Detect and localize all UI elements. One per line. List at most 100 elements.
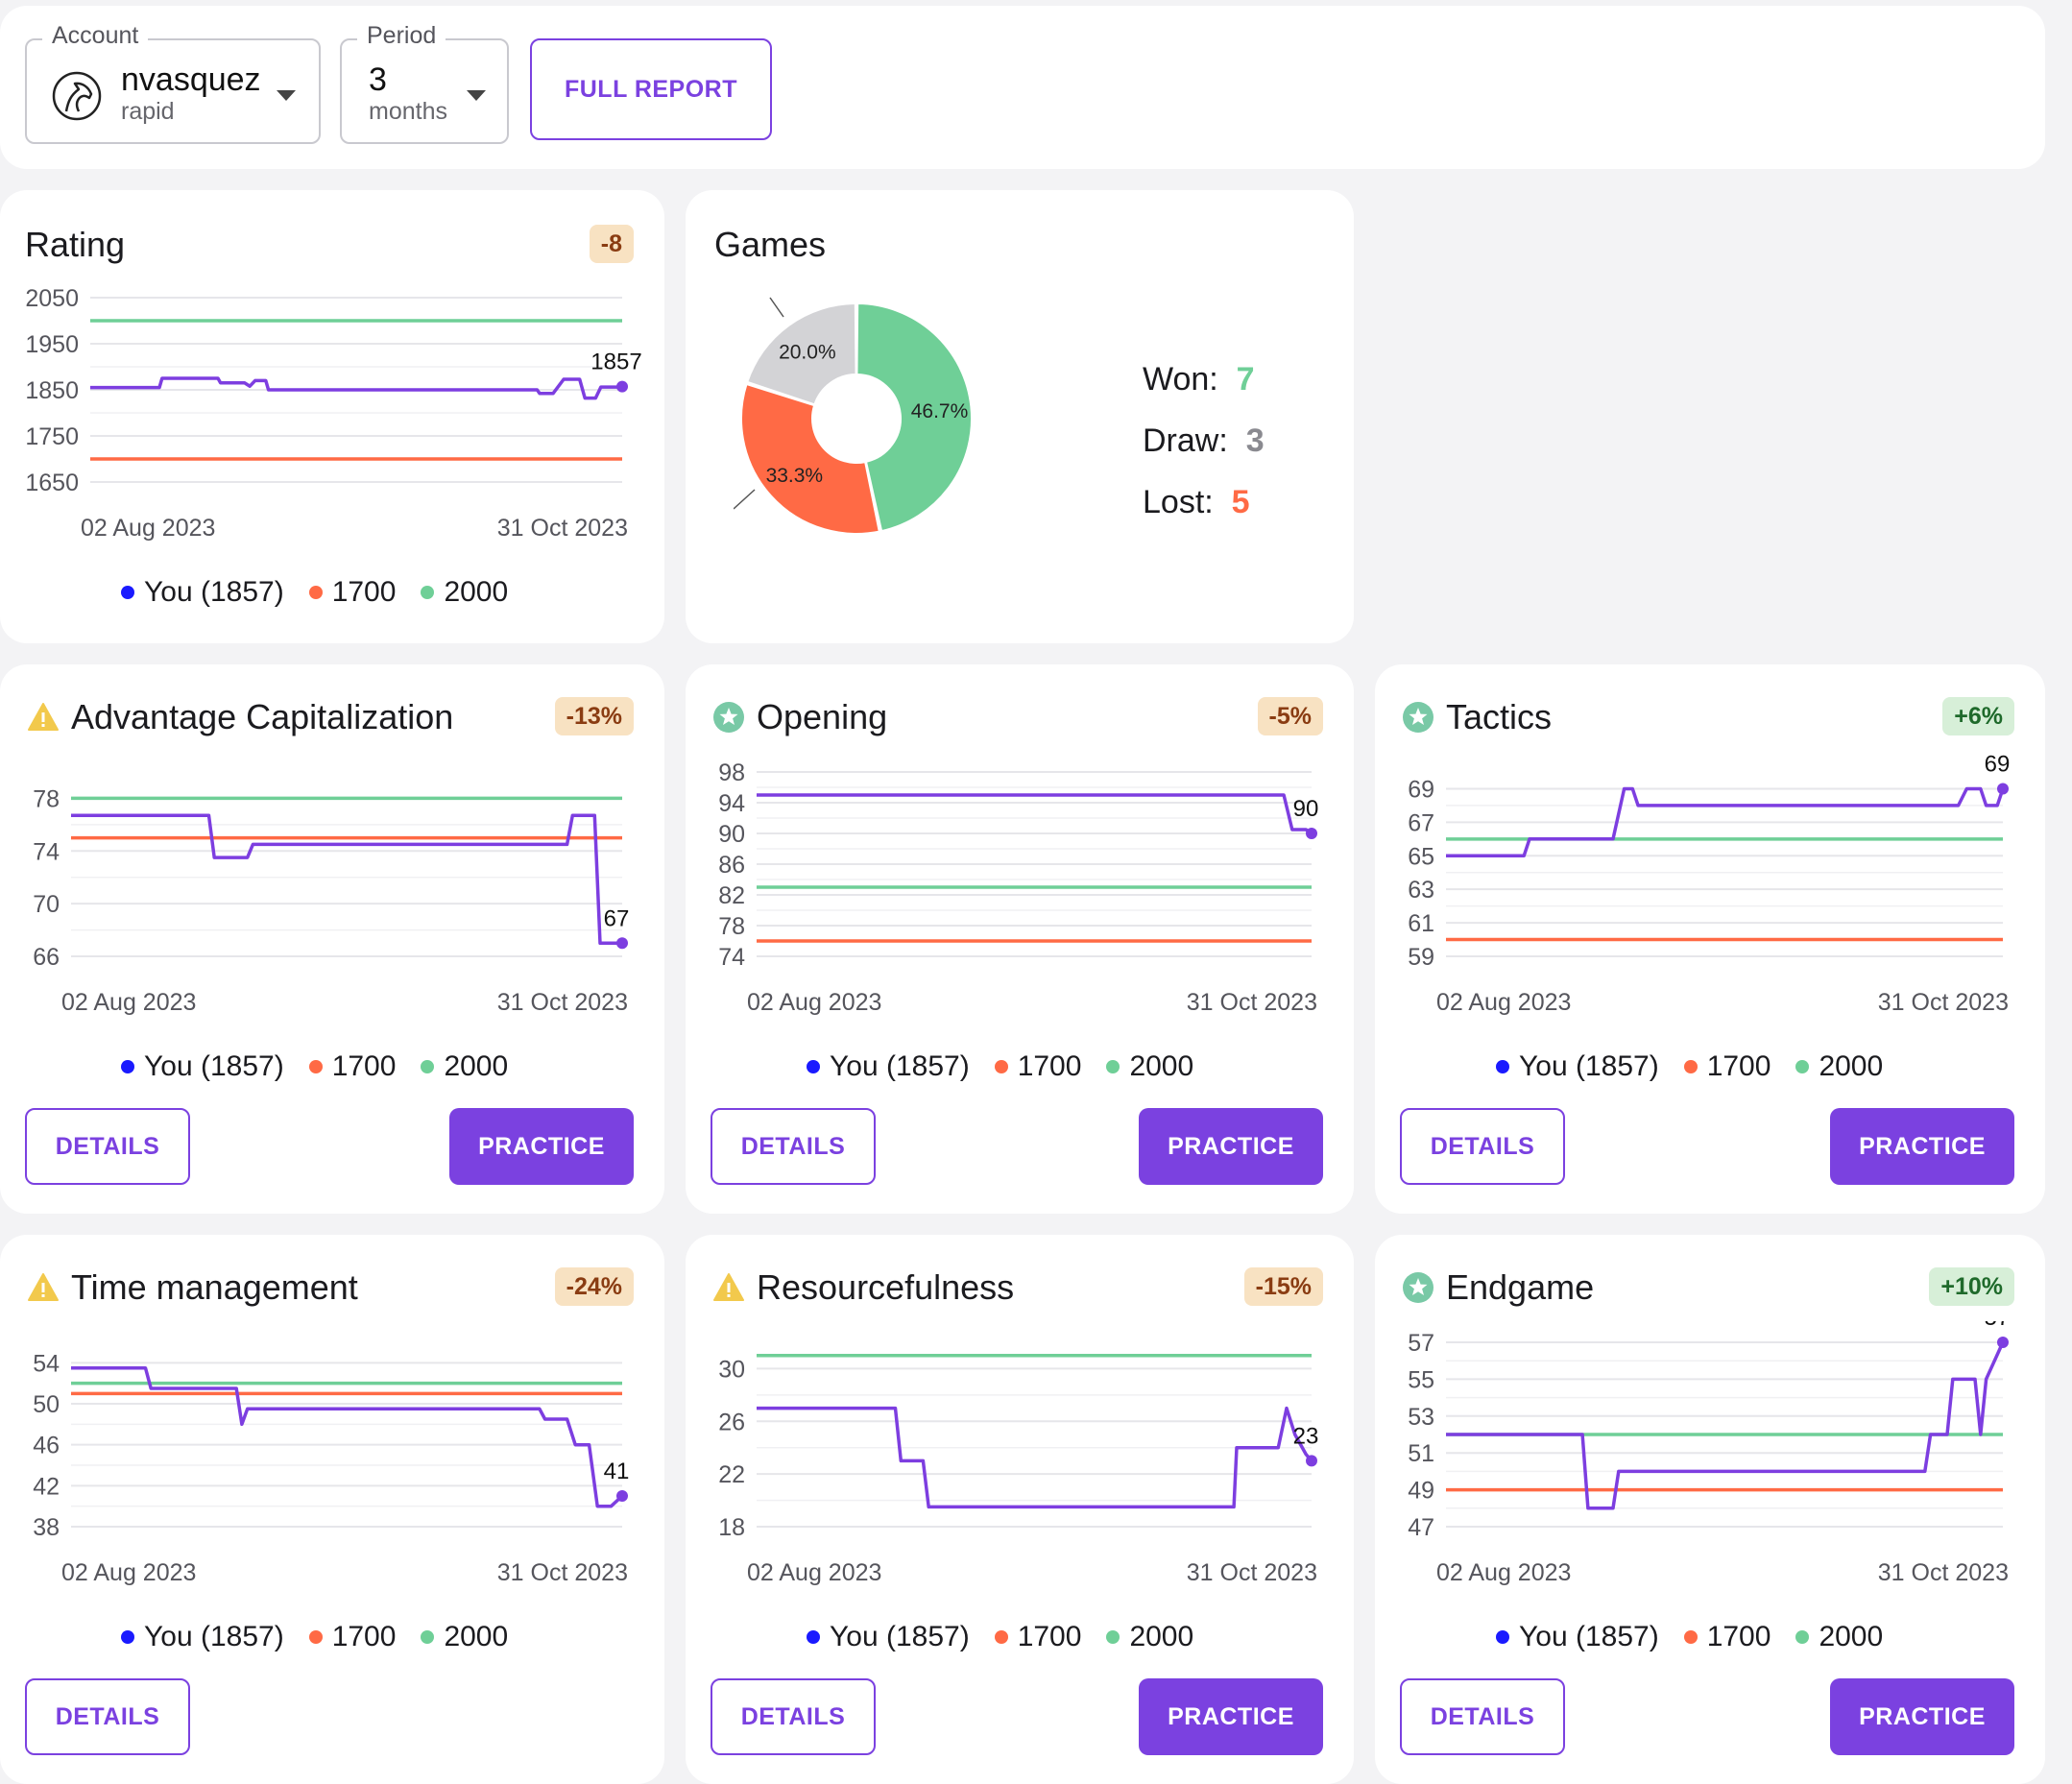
lost-stat: Lost: 5 xyxy=(1143,484,1250,520)
series-last-point[interactable] xyxy=(1997,1337,2009,1348)
account-select[interactable]: Account nvasquez rapid xyxy=(25,22,321,144)
legend-1700[interactable]: 1700 xyxy=(1683,1050,1771,1083)
practice-button[interactable]: PRACTICE xyxy=(1830,1108,2014,1185)
rating-card: Rating -8 2050 1950 1850 1750 1650 1857 02 Aug… xyxy=(0,190,664,643)
series-last-point[interactable] xyxy=(616,380,628,393)
chart-legend: You (1857) 1700 2000 xyxy=(1496,1621,1883,1653)
last-value-label: 90 xyxy=(1293,796,1319,822)
series-last-point[interactable] xyxy=(1306,828,1317,839)
x-tick-label: 02 Aug 2023 xyxy=(81,515,215,542)
card-title: Games xyxy=(714,225,827,264)
y-tick-label: 66 xyxy=(33,944,60,971)
y-tick-label: 57 xyxy=(1408,1330,1434,1357)
y-tick-label: 22 xyxy=(718,1461,745,1488)
games-donut-chart: 46.7% 33.3% 20.0% xyxy=(734,297,973,535)
practice-button[interactable]: PRACTICE xyxy=(1139,1108,1323,1185)
last-value-label: 67 xyxy=(604,905,630,931)
star-icon xyxy=(1403,1272,1434,1303)
warning-icon xyxy=(713,1273,744,1301)
card-title: Rating xyxy=(25,225,126,264)
y-tick-label: 47 xyxy=(1408,1514,1434,1541)
y-tick-label: 70 xyxy=(33,891,60,918)
practice-button[interactable]: PRACTICE xyxy=(1139,1678,1323,1755)
y-tick-label: 63 xyxy=(1408,877,1434,904)
x-tick-label: 02 Aug 2023 xyxy=(747,989,881,1016)
details-button[interactable]: DETAILS xyxy=(1400,1108,1565,1185)
y-tick-label: 18 xyxy=(718,1514,745,1541)
y-tick-label: 2050 xyxy=(25,285,79,312)
series-last-point[interactable] xyxy=(616,1490,628,1502)
period-select[interactable]: Period 3 months xyxy=(340,22,509,144)
x-tick-label: 02 Aug 2023 xyxy=(747,1559,881,1586)
endgame-card: Endgame +10% 57 55 53 51 49 47 57 02 Aug 2023 31… xyxy=(1375,1235,2045,1784)
details-button[interactable]: DETAILS xyxy=(1400,1678,1565,1755)
x-tick-label: 31 Oct 2023 xyxy=(1878,989,2009,1016)
legend-2000[interactable]: 2000 xyxy=(421,1050,508,1083)
slice-won[interactable] xyxy=(855,301,973,533)
details-button[interactable]: DETAILS xyxy=(711,1108,876,1185)
chart-legend: You (1857) 1700 2000 xyxy=(121,1050,508,1083)
legend-you[interactable]: You (1857) xyxy=(807,1621,970,1653)
practice-button[interactable]: PRACTICE xyxy=(449,1108,634,1185)
account-name: nvasquez xyxy=(121,61,261,98)
last-value-label: 69 xyxy=(1985,751,2011,777)
advantage-chart: 78 74 70 66 67 02 Aug 2023 31 Oct 2023 xyxy=(33,785,630,1016)
card-title: Advantage Capitalization xyxy=(71,697,454,736)
resource-card: Resourcefulness -15% 30 26 22 18 23 02 Aug 20… xyxy=(686,1235,1354,1784)
legend-2000[interactable]: 2000 xyxy=(1795,1621,1883,1653)
x-tick-label: 02 Aug 2023 xyxy=(1436,989,1571,1016)
legend-1700[interactable]: 1700 xyxy=(1683,1621,1771,1653)
series-last-point[interactable] xyxy=(1306,1455,1317,1467)
legend-1700[interactable]: 1700 xyxy=(994,1050,1081,1083)
y-tick-label: 65 xyxy=(1408,843,1434,870)
time-card: Time management -24% 54 50 46 42 38 41 02 Aug … xyxy=(0,1235,664,1784)
details-button[interactable]: DETAILS xyxy=(25,1108,190,1185)
legend-2000[interactable]: 2000 xyxy=(1106,1050,1193,1083)
card-title: Tactics xyxy=(1446,697,1553,736)
slice-lost[interactable] xyxy=(740,382,880,535)
y-tick-label: 61 xyxy=(1408,910,1434,937)
last-value-label: 23 xyxy=(1293,1423,1319,1449)
legend-2000[interactable]: 2000 xyxy=(421,576,508,609)
legend-2000[interactable]: 2000 xyxy=(1795,1050,1883,1083)
warning-icon xyxy=(28,703,59,731)
legend-2000[interactable]: 2000 xyxy=(1106,1621,1193,1653)
chart-legend: You (1857) 1700 2000 xyxy=(807,1050,1193,1083)
series-you-line xyxy=(71,1365,624,1508)
account-sub: rapid xyxy=(121,98,175,125)
slice-draw[interactable] xyxy=(745,301,857,406)
legend-2000[interactable]: 2000 xyxy=(421,1621,508,1653)
slice-label: 33.3% xyxy=(766,465,824,487)
legend-you[interactable]: You (1857) xyxy=(1496,1050,1659,1083)
legend-you[interactable]: You (1857) xyxy=(1496,1621,1659,1653)
details-button[interactable]: DETAILS xyxy=(711,1678,876,1755)
star-icon xyxy=(1403,702,1434,733)
legend-1700[interactable]: 1700 xyxy=(308,1050,396,1083)
full-report-button[interactable]: FULL REPORT xyxy=(530,38,772,140)
delta-badge: -24% xyxy=(554,1267,634,1306)
chart-legend: You (1857) 1700 2000 xyxy=(1496,1050,1883,1083)
series-last-point[interactable] xyxy=(616,937,628,950)
practice-button[interactable]: PRACTICE xyxy=(1830,1678,2014,1755)
time-chart: 54 50 46 42 38 41 02 Aug 2023 31 Oct 2023 xyxy=(33,1350,630,1586)
legend-you[interactable]: You (1857) xyxy=(121,1621,284,1653)
x-tick-label: 31 Oct 2023 xyxy=(1878,1559,2009,1586)
delta-badge: -15% xyxy=(1243,1267,1323,1306)
legend-you[interactable]: You (1857) xyxy=(121,1050,284,1083)
last-value-label: 41 xyxy=(604,1459,630,1484)
legend-1700[interactable]: 1700 xyxy=(308,1621,396,1653)
y-tick-label: 86 xyxy=(718,852,745,879)
series-last-point[interactable] xyxy=(1997,783,2009,795)
legend-1700[interactable]: 1700 xyxy=(308,576,396,609)
delta-badge: -8 xyxy=(589,225,634,263)
legend-you[interactable]: You (1857) xyxy=(807,1050,970,1083)
legend-you[interactable]: You (1857) xyxy=(121,576,284,609)
y-tick-label: 51 xyxy=(1408,1440,1434,1467)
opening-card: Opening -5% 98 94 90 86 82 78 74 90 02 Aug 2023 3… xyxy=(686,664,1354,1214)
chart-legend: You (1857) 1700 2000 xyxy=(121,576,508,609)
last-value-label: 1857 xyxy=(590,350,641,375)
filter-bar: Account nvasquez rapid Period 3 months F… xyxy=(0,6,2045,169)
period-value: 3 xyxy=(369,61,387,98)
legend-1700[interactable]: 1700 xyxy=(994,1621,1081,1653)
details-button[interactable]: DETAILS xyxy=(25,1678,190,1755)
